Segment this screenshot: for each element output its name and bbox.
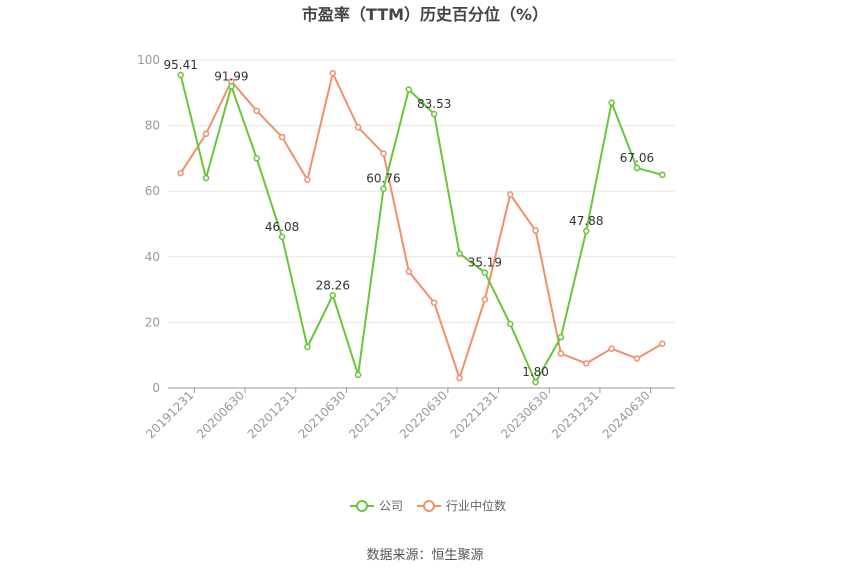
grid-lines xyxy=(168,59,675,323)
data-label: 95.41 xyxy=(163,58,197,72)
data-label: 28.26 xyxy=(316,278,350,292)
data-point xyxy=(278,233,286,241)
data-point xyxy=(506,191,514,198)
y-axis: 0 20 40 60 80 100 xyxy=(137,53,160,395)
legend-marker xyxy=(356,500,368,512)
data-point xyxy=(430,110,438,118)
x-tick-label: 20240630 xyxy=(600,388,653,441)
y-tick-label: 0 xyxy=(152,381,160,395)
y-tick-label: 60 xyxy=(145,184,160,198)
data-point xyxy=(659,171,666,179)
data-point xyxy=(253,155,260,162)
data-point xyxy=(608,99,615,106)
data-label: 1.80 xyxy=(522,365,549,379)
data-point xyxy=(380,150,387,157)
data-point xyxy=(456,374,463,382)
data-point xyxy=(532,227,539,234)
data-point xyxy=(481,296,489,303)
data-point xyxy=(354,371,362,379)
data-point xyxy=(583,227,590,235)
data-point xyxy=(481,269,489,276)
data-point xyxy=(532,378,539,386)
x-tick-label: 20230630 xyxy=(498,388,551,441)
series-line-industry xyxy=(179,72,663,380)
data-point xyxy=(304,343,311,351)
legend-label: 公司 xyxy=(379,499,403,513)
data-point xyxy=(202,174,210,182)
series-group: 95.41 91.99 46.08 28.26 60.76 83.53 35.19 1.80 4… xyxy=(163,58,666,386)
y-tick-label: 20 xyxy=(145,315,160,329)
data-point xyxy=(633,355,641,362)
data-label: 47.88 xyxy=(569,214,603,228)
x-tick-label: 20191231 xyxy=(143,388,196,441)
data-point xyxy=(380,185,387,192)
chart-title: 市盈率（TTM）历史百分位（%） xyxy=(302,5,548,24)
data-point xyxy=(659,340,666,347)
data-point xyxy=(405,268,413,275)
data-point xyxy=(405,86,413,93)
x-tick-label: 20211231 xyxy=(346,388,399,441)
x-axis: 2019123120200630202012312021063020211231… xyxy=(143,387,675,441)
x-tick-label: 20231231 xyxy=(549,388,602,441)
data-label: 35.19 xyxy=(468,256,502,270)
y-tick-label: 80 xyxy=(145,119,160,133)
data-point xyxy=(329,69,337,77)
data-point xyxy=(228,83,235,90)
data-label: 46.08 xyxy=(265,220,299,234)
y-tick-label: 40 xyxy=(145,250,160,264)
data-point xyxy=(354,123,362,131)
data-point xyxy=(430,299,438,306)
y-tick-label: 100 xyxy=(137,53,160,67)
data-point xyxy=(329,292,337,299)
x-tick-label: 20201231 xyxy=(245,388,298,441)
data-point xyxy=(202,130,210,138)
legend: 公司 行业中位数 xyxy=(350,498,506,513)
data-point xyxy=(177,169,184,177)
x-tick-label: 20210630 xyxy=(295,388,348,441)
data-point xyxy=(557,350,565,357)
data-point xyxy=(304,176,311,183)
data-point xyxy=(583,360,590,367)
data-label: 83.53 xyxy=(417,97,451,111)
data-point xyxy=(633,164,641,172)
legend-label: 行业中位数 xyxy=(446,498,506,513)
data-point xyxy=(177,71,184,79)
data-point xyxy=(506,320,514,328)
data-point xyxy=(456,250,463,257)
x-tick-label: 20220630 xyxy=(397,388,450,441)
data-label: 67.06 xyxy=(620,151,654,165)
data-point xyxy=(557,333,565,341)
x-tick-label: 20221231 xyxy=(448,388,501,441)
data-point xyxy=(253,107,260,115)
series-line-company xyxy=(179,74,663,384)
data-point xyxy=(608,345,615,352)
data-label: 91.99 xyxy=(214,69,248,83)
data-label: 60.76 xyxy=(366,172,400,186)
data-point xyxy=(278,133,286,141)
source-note: 数据来源：恒生聚源 xyxy=(366,548,483,563)
x-tick-label: 20200630 xyxy=(194,388,247,441)
legend-marker xyxy=(423,500,435,512)
